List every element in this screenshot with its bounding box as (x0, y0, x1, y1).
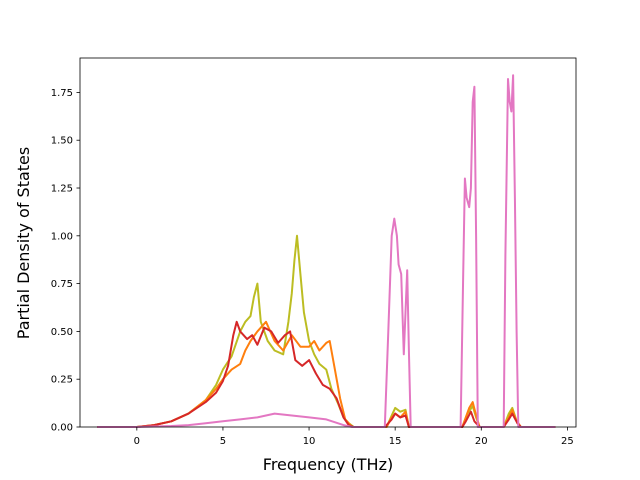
y-tick-label: 0.00 (51, 423, 73, 434)
plot-frame (79, 57, 577, 428)
x-tick-label: 0 (134, 436, 140, 447)
x-axis: 0 5 10 15 20 25 (134, 427, 574, 447)
x-tick-label: 5 (220, 436, 226, 447)
x-tick-label: 10 (303, 436, 316, 447)
y-axis-label: Partial Density of States (14, 147, 33, 339)
y-tick-label: 1.00 (51, 231, 73, 242)
y-tick-label: 0.50 (51, 327, 73, 338)
series-line-4 (97, 74, 556, 428)
y-axis: 0.00 0.25 0.50 0.75 1.00 1.25 1.50 1.75 (51, 88, 80, 434)
y-tick-label: 0.25 (51, 375, 73, 386)
series-line-3 (97, 320, 556, 428)
series-line-2 (97, 320, 556, 428)
y-tick-label: 0.75 (51, 279, 73, 290)
series-line-1 (97, 234, 556, 428)
x-tick-label: 20 (475, 436, 488, 447)
series-layer (97, 74, 556, 428)
x-tick-label: 25 (561, 436, 574, 447)
y-tick-label: 1.50 (51, 136, 73, 147)
x-tick-label: 15 (389, 436, 402, 447)
x-axis-label: Frequency (THz) (263, 455, 393, 474)
y-tick-label: 1.75 (51, 88, 73, 99)
y-tick-label: 1.25 (51, 184, 73, 195)
